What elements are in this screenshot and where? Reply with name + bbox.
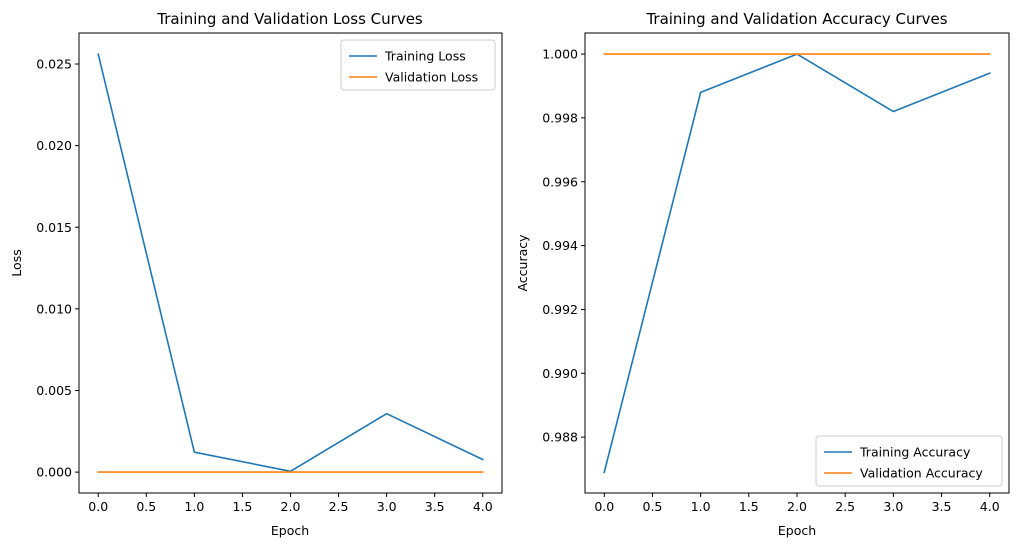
accuracy-chart: Training and Validation Accuracy Curves … <box>515 10 1010 538</box>
loss-y-tick-label: 0.015 <box>36 220 72 235</box>
loss-chart-ticks: 0.0 0.5 1.0 1.5 2.0 2.5 3.0 3.5 4.0 0.000 0.005 0.0… <box>36 57 493 514</box>
accuracy-plot-frame <box>584 32 1010 494</box>
loss-x-tick-label: 3.5 <box>425 499 445 514</box>
training-loss-legend-label: Training Loss <box>384 49 466 64</box>
accuracy-legend-box <box>815 435 1003 487</box>
loss-y-tick-label: 0.000 <box>36 465 72 480</box>
accuracy-x-tick-label: 3.5 <box>932 499 952 514</box>
accuracy-chart-marks <box>603 53 991 474</box>
accuracy-x-tick-label: 0.0 <box>594 499 614 514</box>
accuracy-y-tick-label: 0.990 <box>542 366 578 381</box>
loss-x-tick-label: 0.0 <box>88 499 108 514</box>
accuracy-y-tick-label: 0.992 <box>542 302 578 317</box>
validation-loss-legend-label: Validation Loss <box>385 70 478 85</box>
loss-x-tick-label: 2.5 <box>329 499 349 514</box>
loss-y-axis-label: Loss <box>9 249 24 276</box>
loss-plot-frame <box>78 32 503 494</box>
loss-y-tick-label: 0.005 <box>36 383 72 398</box>
loss-y-tick-label: 0.010 <box>36 301 72 316</box>
loss-x-tick-label: 2.0 <box>281 499 301 514</box>
loss-x-tick-label: 3.0 <box>377 499 397 514</box>
validation-accuracy-legend-label: Validation Accuracy <box>860 466 983 481</box>
accuracy-chart-ticks: 0.0 0.5 1.0 1.5 2.0 2.5 3.0 3.5 4.0 0.988 0.990 0.9… <box>542 47 1000 514</box>
accuracy-y-tick-label: 1.000 <box>542 47 578 62</box>
accuracy-legend: Training Accuracy Validation Accuracy <box>815 435 1003 487</box>
accuracy-y-tick-label: 0.998 <box>542 110 578 125</box>
accuracy-x-tick-label: 0.5 <box>643 499 663 514</box>
accuracy-y-tick-label: 0.994 <box>542 238 578 253</box>
loss-y-tick-label: 0.020 <box>36 138 72 153</box>
accuracy-x-tick-label: 4.0 <box>980 499 1000 514</box>
accuracy-chart-title: Training and Validation Accuracy Curves <box>645 10 947 28</box>
loss-x-axis-label: Epoch <box>271 523 309 538</box>
accuracy-x-tick-label: 1.0 <box>691 499 711 514</box>
accuracy-x-axis-label: Epoch <box>778 523 816 538</box>
accuracy-y-tick-label: 0.988 <box>542 430 578 445</box>
accuracy-y-axis-label: Accuracy <box>515 234 530 292</box>
loss-chart: Training and Validation Loss Curves 0.0 0… <box>9 10 503 538</box>
training-loss-line <box>97 53 484 473</box>
loss-legend: Training Loss Validation Loss <box>340 39 496 91</box>
accuracy-x-tick-label: 3.0 <box>883 499 903 514</box>
loss-legend-box <box>340 39 496 91</box>
accuracy-y-tick-label: 0.996 <box>542 174 578 189</box>
accuracy-x-tick-label: 2.0 <box>787 499 807 514</box>
training-accuracy-legend-label: Training Accuracy <box>859 445 971 460</box>
loss-x-tick-label: 1.5 <box>232 499 252 514</box>
loss-x-tick-label: 4.0 <box>473 499 493 514</box>
loss-x-tick-label: 1.0 <box>184 499 204 514</box>
loss-x-tick-label: 0.5 <box>136 499 156 514</box>
loss-chart-title: Training and Validation Loss Curves <box>156 10 423 28</box>
loss-y-tick-label: 0.025 <box>36 57 72 72</box>
accuracy-x-tick-label: 2.5 <box>835 499 855 514</box>
loss-chart-marks <box>97 53 484 473</box>
accuracy-x-tick-label: 1.5 <box>739 499 759 514</box>
